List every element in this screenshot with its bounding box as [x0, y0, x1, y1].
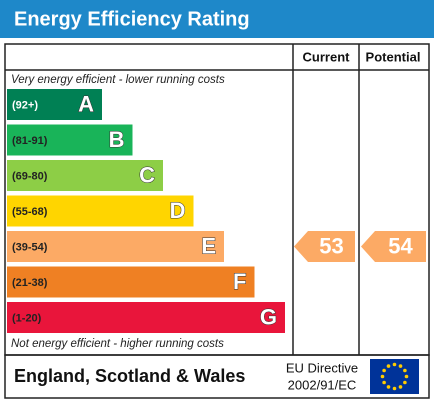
band-range: (1-20)	[12, 312, 42, 324]
band-range: (21-38)	[12, 277, 48, 289]
band-letter: C	[139, 162, 155, 187]
band-range: (81-91)	[12, 135, 48, 147]
star	[398, 364, 403, 368]
column-header: Potential	[366, 49, 421, 64]
footer-region: England, Scotland & Wales	[14, 366, 245, 386]
band	[7, 195, 194, 227]
rating-value: 53	[319, 233, 343, 258]
band	[7, 231, 224, 262]
band-letter: D	[170, 198, 186, 223]
star	[398, 385, 403, 389]
band-letter: G	[260, 304, 277, 329]
title-bar	[0, 0, 434, 38]
star	[404, 374, 409, 379]
band-letter: F	[233, 269, 246, 294]
star	[382, 380, 386, 385]
column-header: Current	[303, 49, 351, 64]
star	[392, 362, 397, 367]
band	[7, 266, 255, 298]
star	[403, 368, 407, 373]
footer-directive: 2002/91/EC	[288, 377, 357, 392]
star	[403, 380, 407, 385]
footer-directive: EU Directive	[286, 360, 358, 375]
eu-flag	[370, 359, 419, 394]
top-note: Very energy efficient - lower running co…	[11, 74, 225, 86]
star	[386, 385, 391, 389]
band-range: (55-68)	[12, 206, 48, 218]
band	[7, 124, 133, 156]
star	[382, 368, 386, 373]
band-range: (69-80)	[12, 170, 48, 182]
band-range: (39-54)	[12, 241, 48, 253]
footer-frame	[4, 354, 430, 399]
star	[386, 364, 391, 368]
rating-value: 54	[388, 233, 413, 258]
star	[380, 374, 385, 379]
bottom-note: Not energy efficient - higher running co…	[11, 338, 224, 350]
band-letter: A	[78, 91, 94, 116]
star	[392, 386, 397, 391]
band-letter: B	[109, 127, 125, 152]
band-letter: E	[201, 233, 216, 258]
band	[7, 160, 163, 191]
rating-arrow	[361, 231, 426, 262]
title: Energy Efficiency Rating	[14, 8, 250, 30]
band	[7, 89, 102, 120]
band	[7, 302, 285, 333]
rating-arrow	[294, 231, 355, 262]
band-range: (92+)	[12, 99, 38, 111]
